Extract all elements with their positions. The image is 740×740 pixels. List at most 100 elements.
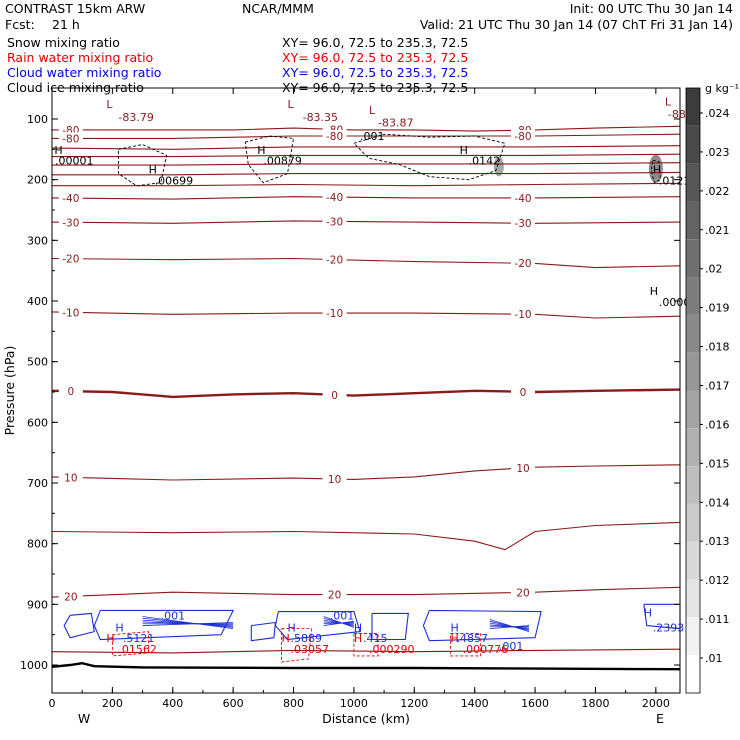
field-name: Rain water mixing ratio <box>7 50 153 65</box>
annotation: -88 <box>668 108 686 121</box>
annotation: .00879 <box>263 155 302 168</box>
y-tick-label: 400 <box>27 295 48 308</box>
colorbar-tick-label: .022 <box>705 185 730 198</box>
annotation: H <box>460 144 468 157</box>
x-tick-label: 1200 <box>400 697 428 710</box>
cloud-ice-contour <box>117 144 168 187</box>
x-tick-label: 1800 <box>581 697 609 710</box>
contour-label: -30 <box>62 217 79 229</box>
colorbar-swatch <box>686 428 700 467</box>
contour-label-bg <box>322 191 347 204</box>
colorbar-swatch <box>686 352 700 391</box>
cloud-water-contour <box>93 609 235 641</box>
contour-label-bg <box>322 588 347 601</box>
cloud-ice-contour <box>650 159 661 184</box>
cloud-ice-shade <box>493 156 504 177</box>
cloud-water-label: H <box>288 622 296 635</box>
contour-label-bg <box>58 385 83 398</box>
colorbar-tick-label: .019 <box>705 302 730 315</box>
x-tick-label: 400 <box>162 697 183 710</box>
contour-label: -20 <box>326 255 343 267</box>
colorbar-tick-label: .024 <box>705 107 730 120</box>
colorbar-tick-label: .023 <box>705 146 730 159</box>
contour-label-bg <box>58 471 83 484</box>
rain-label: H <box>106 632 114 645</box>
annotation: .00699 <box>155 175 194 188</box>
contour-label-bg <box>322 472 347 485</box>
contour-label-bg <box>511 191 535 204</box>
annotation: H <box>257 144 265 157</box>
colorbar-swatch <box>686 201 700 240</box>
contour-label-bg <box>511 217 535 230</box>
colorbar-swatch <box>686 239 700 278</box>
contour-label: -10 <box>326 308 343 320</box>
temperature-contour <box>51 257 681 269</box>
cloud-ice-contour <box>353 133 506 181</box>
cloud-water-label: .2393 <box>653 622 685 635</box>
contour-label: -80 <box>514 131 531 143</box>
plot-area: -80-80-80-80-80-80-40-40-40-30-30-30-20-… <box>2 87 697 726</box>
center-label: NCAR/MMM <box>242 1 314 16</box>
contour-label: 20 <box>64 591 77 603</box>
temperature-contour <box>52 153 681 158</box>
rain-label: .000776 <box>463 643 509 656</box>
temperature-contour <box>51 388 681 399</box>
contour-label-bg <box>322 129 347 142</box>
contour-label-bg <box>511 308 535 321</box>
colorbar-tick-label: .014 <box>705 496 730 509</box>
contour-label: 10 <box>64 472 77 484</box>
contour-label: 0 <box>520 387 527 399</box>
colorbar-tick-label: .018 <box>705 341 730 354</box>
contour-label: 10 <box>516 463 529 475</box>
colorbar-swatch <box>686 88 700 126</box>
colorbar-tick-label: .011 <box>705 613 730 626</box>
contour-label-bg <box>58 192 83 205</box>
cloud-water-contour <box>371 612 409 641</box>
colorbar-unit: g kg⁻¹ <box>705 82 739 95</box>
contour-label: -30 <box>514 218 531 230</box>
x-tick-label: 0 <box>49 697 56 710</box>
temperature-contour <box>51 220 681 224</box>
colorbar-swatch <box>686 466 700 504</box>
contour-label: 20 <box>516 587 529 599</box>
contour-label: 0 <box>331 390 338 402</box>
field-xy: XY= 96.0, 72.5 to 235.3, 72.5 <box>282 35 468 50</box>
x-tick-label: 1600 <box>521 697 549 710</box>
init-time: Init: 00 UTC Thu 30 Jan 14 <box>570 1 733 16</box>
cloud-water-core <box>142 622 234 626</box>
annotation: H <box>653 164 661 177</box>
cloud-water-label: .001 <box>330 610 355 623</box>
annotation: -83.35 <box>303 111 338 124</box>
colorbar-swatch <box>686 503 700 542</box>
colorbar-swatch <box>686 314 700 353</box>
fcst-value: 21 h <box>52 17 80 32</box>
cloud-water-contour <box>63 612 95 639</box>
annotation: -83.87 <box>378 116 413 129</box>
contour-label-bg <box>58 132 83 145</box>
x-axis-label: Distance (km) <box>322 711 410 726</box>
colorbar: g kg⁻¹ .01 .011 .012 .013 .014 .015 .016 .017 .01… <box>685 82 739 694</box>
annotation: .001 <box>360 130 385 143</box>
rain-contour <box>450 633 482 657</box>
cloud-water-label: H <box>115 622 123 635</box>
colorbar-swatch <box>686 125 700 164</box>
x-tick-label: 200 <box>102 697 123 710</box>
contour-label-bg <box>58 306 83 319</box>
contour-label-bg <box>58 252 83 265</box>
colorbar-swatch <box>686 277 700 315</box>
field-xy: XY= 96.0, 72.5 to 235.3, 72.5 <box>282 50 468 65</box>
field-name: Cloud water mixing ratio <box>7 65 161 80</box>
temperature-contour <box>51 145 681 150</box>
temperature-contour <box>52 162 681 166</box>
terrain-line <box>51 661 681 671</box>
y-tick-label: 800 <box>27 538 48 551</box>
y-tick-label: 500 <box>27 356 48 369</box>
temperature-contour <box>51 196 681 200</box>
contour-label: -40 <box>326 192 343 204</box>
colorbar-tick-label: .02 <box>705 263 723 276</box>
east-label: E <box>656 711 664 726</box>
colorbar-tick-label: .012 <box>705 574 730 587</box>
y-tick-label: 100 <box>27 113 48 126</box>
colorbar-swatch <box>686 579 700 618</box>
contour-label: -20 <box>62 254 79 266</box>
